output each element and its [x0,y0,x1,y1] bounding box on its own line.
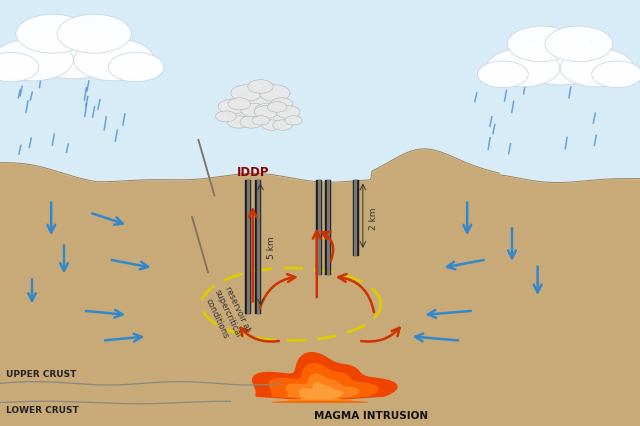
Text: UPPER CRUST: UPPER CRUST [6,369,77,378]
Ellipse shape [248,81,273,94]
Ellipse shape [477,62,528,89]
Polygon shape [269,364,378,403]
Ellipse shape [24,27,124,80]
Text: 5 km: 5 km [267,236,276,258]
Ellipse shape [270,98,293,111]
Ellipse shape [228,98,251,111]
Polygon shape [253,353,397,405]
Ellipse shape [241,92,280,113]
Ellipse shape [254,106,278,119]
Text: IDDP: IDDP [237,166,269,179]
Ellipse shape [16,15,90,54]
Ellipse shape [268,103,287,113]
Ellipse shape [254,112,275,123]
Polygon shape [286,374,358,400]
Ellipse shape [508,27,575,63]
Ellipse shape [227,106,263,124]
Ellipse shape [255,104,280,118]
Ellipse shape [545,27,612,63]
Ellipse shape [285,116,302,126]
Text: LOWER CRUST: LOWER CRUST [6,405,79,414]
Ellipse shape [216,112,236,123]
Ellipse shape [259,86,290,102]
Text: reservoir at
supercritical
conditions: reservoir at supercritical conditions [202,283,252,343]
Ellipse shape [262,121,282,131]
Ellipse shape [252,116,269,126]
Text: MAGMA INTRUSION: MAGMA INTRUSION [314,410,428,420]
Ellipse shape [514,38,606,86]
Ellipse shape [234,95,257,107]
Ellipse shape [231,86,262,102]
Ellipse shape [218,100,246,115]
Ellipse shape [57,15,131,54]
Polygon shape [300,383,343,399]
Ellipse shape [592,62,640,89]
Ellipse shape [276,106,300,119]
Ellipse shape [108,53,164,83]
Ellipse shape [262,111,292,127]
Ellipse shape [241,104,266,118]
Ellipse shape [240,117,263,129]
Ellipse shape [486,49,560,88]
Ellipse shape [244,100,272,115]
Ellipse shape [74,40,154,82]
Ellipse shape [273,121,292,131]
Ellipse shape [560,49,634,88]
Ellipse shape [0,40,74,82]
Text: 2 km: 2 km [369,207,378,230]
Ellipse shape [227,117,250,129]
Ellipse shape [0,53,39,83]
